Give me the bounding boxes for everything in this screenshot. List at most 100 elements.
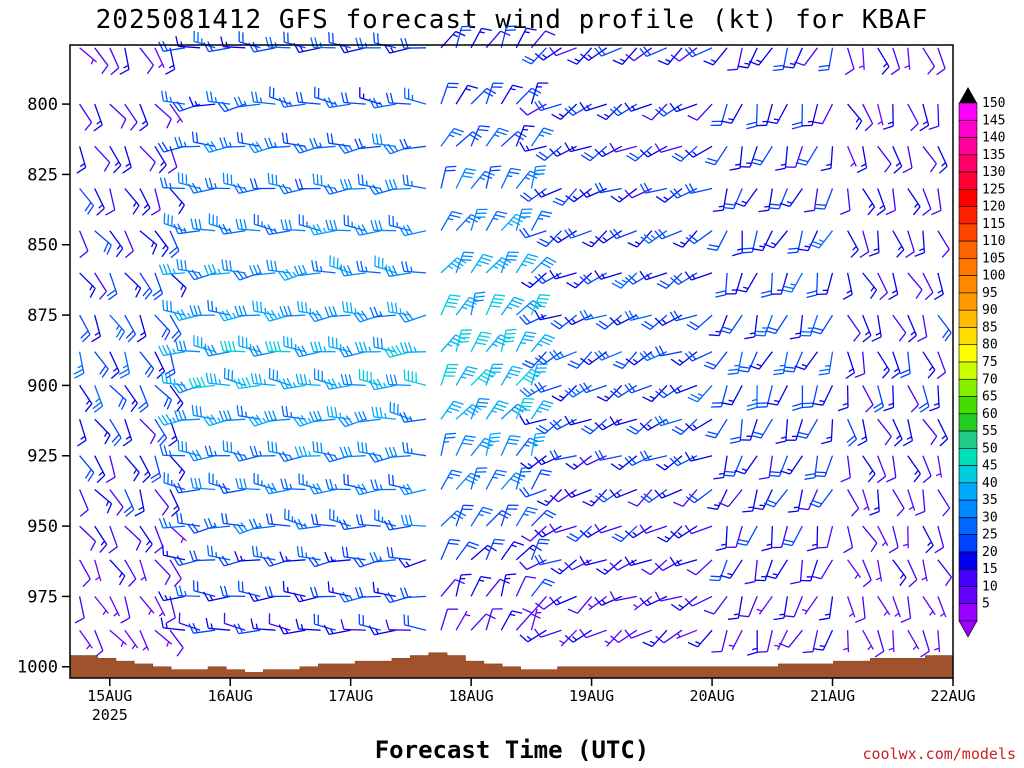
barb-half: [476, 263, 482, 267]
barb-full: [514, 406, 524, 413]
wind-barb: [440, 538, 461, 561]
barb-full: [207, 518, 213, 529]
wind-barb: [485, 538, 505, 561]
barb-half: [125, 162, 131, 167]
barb-half: [692, 424, 698, 429]
barb-full: [293, 519, 300, 530]
wind-barb: [404, 87, 427, 105]
barb-full: [761, 290, 772, 294]
barb-full: [746, 402, 758, 407]
barb-half: [899, 573, 905, 579]
wind-barb: [264, 586, 291, 598]
barb-full: [266, 556, 274, 566]
barb-full: [316, 441, 319, 453]
wind-barb: [161, 90, 186, 105]
barb-full: [766, 499, 777, 505]
barb-half: [787, 468, 793, 472]
barb-full: [583, 274, 592, 283]
barb-half: [616, 419, 621, 425]
wind-barb: [371, 406, 396, 420]
barb-full: [106, 503, 113, 514]
wind-barb: [154, 145, 167, 174]
barb-full: [579, 189, 588, 198]
barb-half: [824, 613, 831, 616]
barb-staff: [79, 559, 91, 580]
barb-full: [609, 317, 618, 326]
barb-full: [579, 383, 587, 393]
barb-half: [728, 644, 735, 647]
wind-barb: [935, 455, 943, 478]
wind-barb: [189, 550, 216, 562]
wind-barb: [440, 294, 461, 316]
wind-barb: [398, 483, 427, 496]
barb-full: [684, 48, 693, 58]
wind-barb: [625, 351, 653, 366]
wind-barb: [79, 489, 89, 517]
barb-half: [587, 54, 593, 59]
wind-barb: [440, 257, 467, 274]
barb-staff: [846, 351, 856, 373]
colorbar-label: 65: [982, 390, 998, 405]
barb-staff: [154, 525, 164, 547]
barb-half: [879, 204, 885, 210]
barb-half: [368, 346, 372, 353]
barb-full: [792, 406, 803, 412]
barb-full: [205, 90, 210, 102]
barb-half: [860, 163, 867, 167]
wind-barb: [530, 469, 552, 490]
barb-half: [134, 285, 139, 291]
barb-half: [737, 248, 743, 251]
barb-half: [262, 417, 267, 423]
barb-half: [210, 623, 213, 629]
barb-half: [661, 492, 666, 497]
wind-barb: [790, 559, 804, 585]
barb-full: [218, 410, 224, 421]
barb-staff: [716, 230, 728, 251]
barb-staff: [154, 145, 167, 166]
barb-half: [493, 134, 500, 138]
barb-half: [141, 120, 147, 125]
barb-staff: [679, 595, 698, 611]
barb-staff: [527, 103, 547, 116]
barb-staff: [79, 455, 95, 474]
barb-full: [659, 280, 670, 287]
wind-barb: [265, 513, 291, 527]
wind-barb: [795, 145, 819, 166]
barb-full: [84, 122, 93, 131]
barb-full: [483, 90, 494, 97]
barb-staff: [343, 383, 366, 387]
wind-barb: [188, 449, 216, 462]
barb-full: [144, 290, 153, 300]
wind-barb: [819, 596, 834, 621]
barb-full: [789, 336, 801, 340]
barb-full: [373, 306, 379, 317]
barb-full: [520, 470, 532, 473]
wind-barb: [139, 595, 155, 615]
barb-full: [282, 451, 289, 461]
barb-full: [122, 439, 132, 447]
wind-barb: [165, 47, 176, 75]
barb-full: [314, 514, 319, 525]
barb-full: [139, 124, 149, 132]
barb-full: [719, 329, 731, 334]
barb-staff: [847, 146, 857, 167]
barb-half: [308, 450, 312, 457]
wind-barb: [77, 419, 87, 447]
barb-staff: [862, 385, 874, 406]
barb-half: [443, 440, 450, 443]
barb-half: [751, 398, 758, 402]
barb-full: [296, 416, 305, 426]
barb-full: [494, 214, 506, 218]
barb-full: [505, 332, 516, 335]
barb-full: [309, 138, 315, 149]
barb-full: [884, 436, 892, 446]
y-tick-label: 850: [27, 236, 58, 256]
barb-full: [329, 219, 334, 231]
barb-half: [277, 313, 282, 319]
barb-half: [488, 444, 494, 447]
barb-full: [223, 137, 228, 148]
wind-barb: [109, 418, 122, 447]
barb-full: [519, 634, 529, 643]
barb-full: [165, 617, 176, 624]
barb-full: [598, 320, 609, 328]
